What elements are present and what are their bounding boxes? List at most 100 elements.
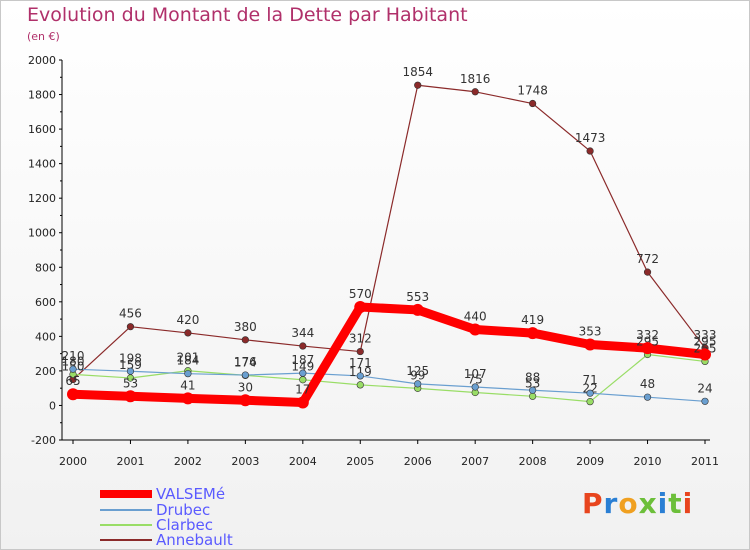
data-label: 312 xyxy=(349,332,372,346)
data-label: 119 xyxy=(349,365,372,379)
data-point xyxy=(181,392,194,405)
legend-label-clarbec: Clarbec xyxy=(156,515,213,534)
data-point xyxy=(241,336,249,344)
data-label: 1854 xyxy=(402,65,433,79)
data-point xyxy=(699,348,711,361)
data-point xyxy=(67,388,79,401)
data-point xyxy=(586,389,594,397)
legend-item-clarbec: Clarbec xyxy=(100,515,213,534)
data-point xyxy=(126,367,135,375)
data-label: 53 xyxy=(123,376,138,390)
legend-swatch-clarbec xyxy=(100,523,152,526)
chart-subtitle: (en €) xyxy=(27,30,60,43)
data-label: 198 xyxy=(119,351,142,365)
data-point xyxy=(69,365,77,373)
logo-letter: r xyxy=(603,487,619,520)
data-point xyxy=(356,347,364,356)
data-point xyxy=(471,88,479,96)
data-label: 41 xyxy=(180,378,195,392)
data-label: 88 xyxy=(525,370,540,384)
y-tick-label: 0 xyxy=(49,399,56,412)
data-label: 48 xyxy=(640,377,655,391)
data-point xyxy=(584,338,597,351)
logo-letter: i xyxy=(657,487,669,520)
data-label: 456 xyxy=(119,307,142,321)
data-point xyxy=(586,147,594,155)
proxiti-logo: Proxiti xyxy=(582,487,693,520)
data-label: 1816 xyxy=(460,72,491,86)
logo-letter: P xyxy=(582,487,604,520)
legend-label-annebault: Annebault xyxy=(156,530,233,549)
data-label: 99 xyxy=(410,368,425,382)
x-tick-label: 2007 xyxy=(461,455,489,468)
data-point xyxy=(643,393,652,401)
data-label: 419 xyxy=(521,313,544,327)
data-point xyxy=(471,383,479,391)
y-tick-label: -200 xyxy=(31,434,56,447)
data-point xyxy=(701,397,709,405)
y-tick-label: 200 xyxy=(35,365,56,378)
y-tick-label: 1000 xyxy=(28,227,56,240)
data-point xyxy=(124,390,137,403)
data-label: 30 xyxy=(238,380,253,394)
legend-item-drubec: Drubec xyxy=(100,501,210,519)
data-point xyxy=(411,303,424,316)
x-tick-label: 2005 xyxy=(346,455,374,468)
logo-letter: x xyxy=(638,487,658,520)
logo-letter: o xyxy=(618,487,639,520)
x-tick-label: 2000 xyxy=(59,455,87,468)
data-label: 24 xyxy=(697,381,712,395)
x-tick-label: 2008 xyxy=(519,455,547,468)
data-label: 174 xyxy=(234,355,257,369)
data-label: 420 xyxy=(176,313,199,327)
y-tick-label: 1400 xyxy=(28,158,56,171)
x-tick-label: 2009 xyxy=(576,455,604,468)
data-label: 17 xyxy=(295,383,310,397)
data-point xyxy=(586,398,594,406)
data-label: 255 xyxy=(694,341,717,355)
data-point xyxy=(414,81,422,89)
data-label: 210 xyxy=(62,349,85,363)
y-tick-label: 400 xyxy=(35,330,56,343)
x-tick-label: 2004 xyxy=(289,455,317,468)
data-point xyxy=(184,370,192,378)
data-label: 201 xyxy=(176,351,199,365)
data-label: 159 xyxy=(119,358,142,372)
data-point xyxy=(529,386,537,394)
data-point xyxy=(469,323,482,336)
series-line-valsemé xyxy=(68,302,710,408)
data-label: 187 xyxy=(291,353,314,367)
y-tick-label: 600 xyxy=(35,296,56,309)
data-point xyxy=(354,301,367,313)
data-label: 380 xyxy=(234,320,257,334)
legend-swatch-annebault xyxy=(100,538,152,541)
data-point xyxy=(356,381,364,389)
logo-letter: t xyxy=(668,487,683,520)
y-tick-label: 1800 xyxy=(28,89,56,102)
x-tick-label: 2002 xyxy=(174,455,202,468)
data-label: 75 xyxy=(468,373,483,387)
data-label: 440 xyxy=(464,309,487,323)
y-tick-label: 2000 xyxy=(28,54,56,67)
data-point xyxy=(299,369,307,377)
data-label: 65 xyxy=(65,374,80,388)
data-label: 184 xyxy=(176,354,199,368)
y-tick-label: 1200 xyxy=(28,192,56,205)
data-label: 344 xyxy=(291,326,314,340)
data-label: 1748 xyxy=(517,84,548,98)
data-point xyxy=(529,99,537,108)
legend-label-valseme: VALSEMé xyxy=(156,484,226,503)
data-label: 353 xyxy=(579,324,602,338)
y-tick-label: 1600 xyxy=(28,123,56,136)
series-line-drubec xyxy=(72,368,706,402)
data-label: 22 xyxy=(582,382,597,396)
data-label: 553 xyxy=(406,290,429,304)
legend-swatch-valseme xyxy=(100,489,152,498)
data-label: 570 xyxy=(349,287,372,301)
data-point xyxy=(296,396,309,409)
x-tick-label: 2011 xyxy=(691,455,719,468)
data-label: 107 xyxy=(464,367,487,381)
data-point xyxy=(643,268,652,276)
x-tick-label: 2006 xyxy=(404,455,432,468)
data-point xyxy=(299,342,307,350)
